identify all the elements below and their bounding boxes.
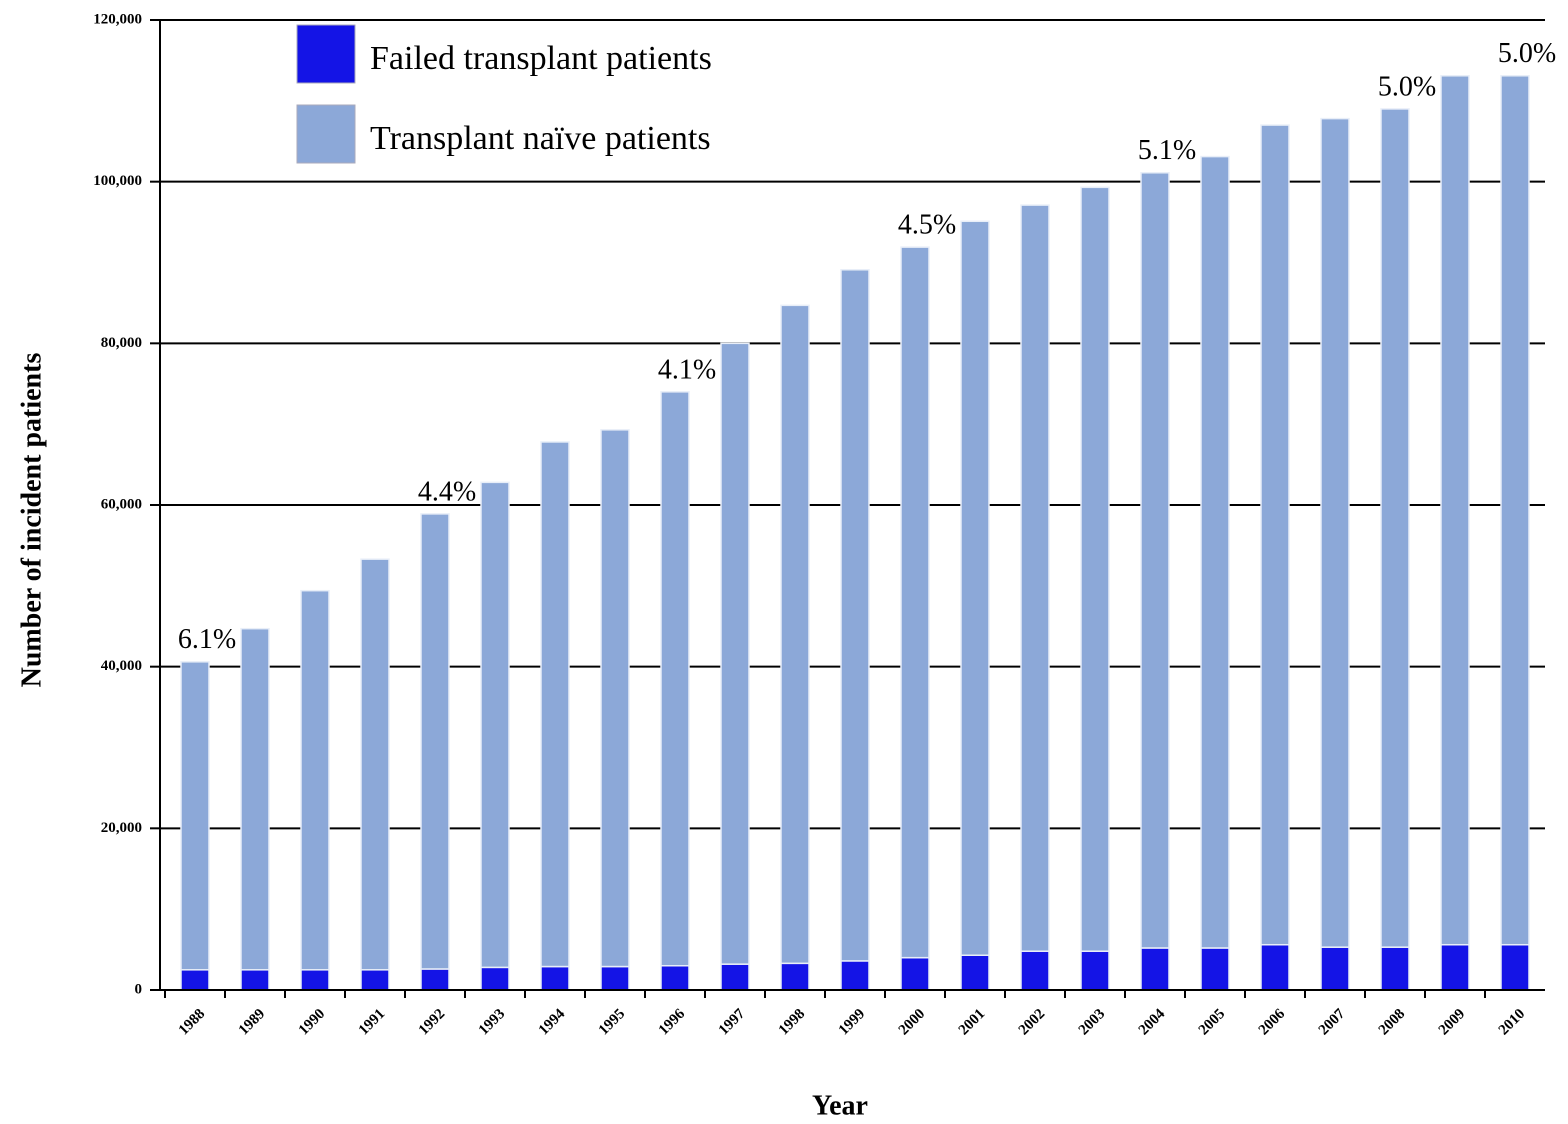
bar-segment <box>1320 946 1350 991</box>
x-tick-label: 1998 <box>776 1006 809 1039</box>
bar-segment <box>1200 947 1230 991</box>
y-tick-label: 40,000 <box>101 658 142 674</box>
x-tick-label: 1996 <box>656 1006 689 1039</box>
bar-segment <box>660 965 690 991</box>
annotation: 4.5% <box>898 210 956 241</box>
x-tick-label: 1993 <box>476 1006 509 1039</box>
bar-segment <box>300 969 330 991</box>
x-tick-label: 2003 <box>1076 1006 1109 1039</box>
annotation: 5.0% <box>1498 38 1556 69</box>
y-tick-label: 60,000 <box>101 496 142 512</box>
y-tick-label: 100,000 <box>93 173 142 189</box>
bar-segment <box>1020 950 1050 991</box>
bar-segment <box>780 962 810 991</box>
legend-swatch <box>296 104 356 164</box>
bar-segment <box>840 960 870 991</box>
x-tick-label: 2001 <box>956 1006 989 1039</box>
y-tick-label: 120,000 <box>93 11 142 27</box>
x-tick-label: 2000 <box>896 1006 929 1039</box>
annotation: 5.1% <box>1138 135 1196 166</box>
bar-segment <box>1380 108 1410 948</box>
x-tick-label: 2009 <box>1436 1006 1469 1039</box>
y-tick-label: 20,000 <box>101 820 142 836</box>
y-tick-label: 0 <box>135 981 143 997</box>
bar-segment <box>420 513 450 970</box>
annotation: 4.1% <box>658 354 716 385</box>
bar-segment <box>840 269 870 962</box>
bar-segment <box>1140 947 1170 991</box>
bar-segment <box>300 589 330 971</box>
x-tick-label: 1989 <box>236 1006 269 1039</box>
bar-segment <box>1140 172 1170 949</box>
bar-segment <box>180 969 210 991</box>
bar-segment <box>480 966 510 991</box>
x-tick-label: 1992 <box>416 1006 449 1039</box>
bar-segment <box>360 969 390 991</box>
bar-segment <box>240 969 270 991</box>
x-tick-label: 1995 <box>596 1006 629 1039</box>
bar-segment <box>600 965 630 991</box>
bar-segment <box>1260 943 1290 991</box>
bar-segment <box>960 954 990 991</box>
x-tick-label: 1991 <box>356 1006 389 1039</box>
bar-segment <box>540 965 570 991</box>
bar-segment <box>1500 75 1530 946</box>
bar-segment <box>900 956 930 991</box>
bar-segment <box>960 220 990 956</box>
bar-segment <box>720 342 750 965</box>
bar-segment <box>1320 117 1350 948</box>
bar-segment <box>1440 75 1470 946</box>
bar-segment <box>1440 943 1470 991</box>
legend-label: Transplant naïve patients <box>370 120 711 157</box>
bar-segment <box>780 304 810 965</box>
annotation: 6.1% <box>178 624 236 655</box>
x-tick-label: 2007 <box>1316 1006 1349 1039</box>
y-axis-label: Number of incident patients <box>16 353 47 688</box>
bar-segment <box>1080 186 1110 952</box>
bar-segment <box>720 963 750 991</box>
x-tick-label: 1999 <box>836 1006 869 1039</box>
bar-segment <box>1380 946 1410 991</box>
x-tick-label: 1994 <box>536 1006 569 1039</box>
legend-label: Failed transplant patients <box>370 40 712 77</box>
annotation: 4.4% <box>418 476 476 507</box>
x-axis-label: Year <box>812 1090 868 1121</box>
x-tick-label: 2006 <box>1256 1006 1289 1039</box>
x-tick-label: 2008 <box>1376 1006 1409 1039</box>
x-tick-label: 2002 <box>1016 1006 1049 1039</box>
bar-segment <box>540 441 570 968</box>
bar-segment <box>900 246 930 959</box>
bar-segment <box>180 661 210 971</box>
y-tick-label: 80,000 <box>101 335 142 351</box>
bar-segment <box>420 968 450 991</box>
x-tick-label: 1988 <box>176 1006 209 1039</box>
x-tick-label: 1997 <box>716 1006 749 1039</box>
bar-segment <box>1260 124 1290 946</box>
bar-segment <box>600 429 630 968</box>
bar-segment <box>1200 155 1230 949</box>
bar-segment <box>360 558 390 971</box>
x-tick-label: 2010 <box>1496 1006 1529 1039</box>
annotation: 5.0% <box>1378 71 1436 102</box>
bar-segment <box>1080 950 1110 991</box>
bar-segment <box>240 627 270 971</box>
x-tick-label: 2005 <box>1196 1006 1229 1039</box>
x-tick-label: 1990 <box>296 1006 329 1039</box>
bar-segment <box>1020 204 1050 952</box>
bar-segment <box>1500 943 1530 991</box>
legend-swatch <box>296 24 356 84</box>
x-tick-label: 2004 <box>1136 1006 1169 1039</box>
bar-segment <box>660 391 690 967</box>
bar-segment <box>480 481 510 969</box>
